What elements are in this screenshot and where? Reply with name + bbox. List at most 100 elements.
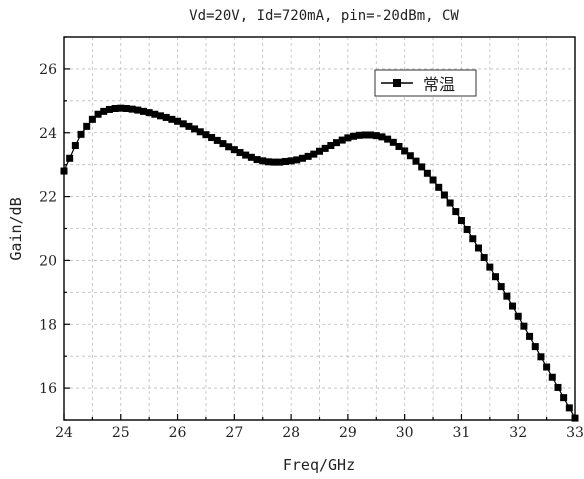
x-tick-label: 33 xyxy=(566,425,584,441)
y-tick-label: 26 xyxy=(39,62,57,78)
data-point xyxy=(378,133,386,141)
y-tick-label: 18 xyxy=(39,317,57,333)
data-point xyxy=(157,112,165,120)
data-point xyxy=(554,383,562,391)
data-point xyxy=(162,113,170,121)
data-point xyxy=(242,151,250,159)
data-point xyxy=(395,142,403,150)
data-point xyxy=(327,142,335,150)
data-point xyxy=(338,136,346,144)
data-point xyxy=(66,154,74,162)
data-point xyxy=(100,107,108,115)
data-point xyxy=(492,273,500,281)
data-point xyxy=(117,104,125,112)
chart-title: Vd=20V, Id=720mA, pin=-20dBm, CW xyxy=(189,8,459,24)
x-tick-label: 31 xyxy=(453,425,471,441)
y-tick-labels: 16 18 20 22 24 26 xyxy=(39,62,57,397)
data-point xyxy=(480,254,488,262)
data-point xyxy=(83,122,91,130)
data-point xyxy=(503,292,511,300)
data-point xyxy=(440,191,448,199)
data-point xyxy=(281,157,289,165)
data-point xyxy=(179,120,187,128)
data-point xyxy=(321,144,329,152)
x-tick-label: 32 xyxy=(509,425,527,441)
x-tick-label: 25 xyxy=(112,425,130,441)
data-point xyxy=(361,131,369,139)
data-point xyxy=(264,158,272,166)
x-tick-label: 24 xyxy=(55,425,73,441)
data-point xyxy=(423,169,431,177)
x-axis-label: Freq/GHz xyxy=(283,456,355,474)
data-point xyxy=(509,302,517,310)
data-point xyxy=(537,353,545,361)
data-point xyxy=(213,136,221,144)
data-point xyxy=(276,158,284,166)
data-point xyxy=(452,208,460,216)
data-point xyxy=(191,125,199,133)
data-point xyxy=(350,132,358,140)
data-point xyxy=(344,134,352,142)
data-point xyxy=(384,135,392,143)
x-tick-label: 29 xyxy=(339,425,357,441)
data-point xyxy=(316,147,323,155)
data-point xyxy=(548,373,556,381)
x-tick-label: 28 xyxy=(282,425,300,441)
legend-label: 常温 xyxy=(423,75,455,94)
x-tick-label: 27 xyxy=(225,425,243,441)
data-point xyxy=(71,142,79,150)
data-point xyxy=(457,217,465,225)
data-point xyxy=(298,154,306,162)
data-point xyxy=(310,150,318,158)
data-point xyxy=(225,143,233,151)
grid-lines xyxy=(64,37,575,420)
data-point xyxy=(94,110,102,118)
data-point xyxy=(304,152,312,160)
data-point xyxy=(560,394,568,402)
data-point xyxy=(77,130,85,138)
series-markers xyxy=(60,104,579,422)
data-point xyxy=(520,322,528,330)
data-point xyxy=(219,140,227,148)
data-point xyxy=(469,235,477,243)
data-point xyxy=(486,263,494,271)
plot-frame xyxy=(63,36,576,421)
data-point xyxy=(270,158,278,166)
legend: 常温 xyxy=(374,69,477,97)
data-point xyxy=(128,105,136,113)
data-point xyxy=(367,131,375,139)
data-point xyxy=(259,157,267,165)
data-point xyxy=(514,312,522,320)
data-point xyxy=(145,109,153,117)
data-point xyxy=(287,157,295,165)
data-point xyxy=(196,128,204,136)
data-point xyxy=(208,134,216,142)
data-point xyxy=(531,343,539,351)
data-point xyxy=(372,132,380,140)
data-point xyxy=(565,404,573,412)
data-point xyxy=(105,105,113,113)
y-tick-label: 24 xyxy=(39,126,57,142)
y-tick-label: 22 xyxy=(39,190,57,206)
x-tick-label: 30 xyxy=(396,425,414,441)
data-point xyxy=(446,199,454,207)
data-point xyxy=(236,149,244,157)
data-point xyxy=(168,115,176,123)
data-point xyxy=(230,146,238,154)
data-point xyxy=(247,153,255,161)
data-point xyxy=(139,107,147,115)
data-point xyxy=(202,131,210,139)
data-point xyxy=(151,110,159,118)
data-point xyxy=(174,117,182,125)
data-point xyxy=(333,139,341,147)
data-point xyxy=(474,244,482,252)
data-point xyxy=(389,138,397,146)
data-point xyxy=(355,131,363,139)
data-point xyxy=(463,225,471,233)
y-tick-label: 20 xyxy=(39,253,57,269)
data-point xyxy=(253,156,261,164)
data-point xyxy=(401,147,409,155)
x-tick-label: 26 xyxy=(169,425,187,441)
data-point xyxy=(526,332,534,340)
